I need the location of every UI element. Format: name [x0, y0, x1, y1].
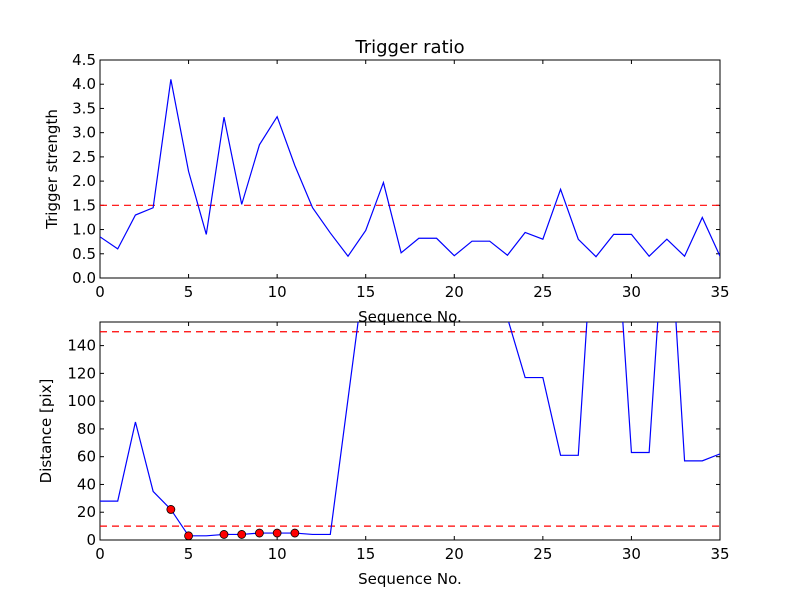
bottom-x-ticks: 0 5 10 15 20 25 30 35 [95, 322, 730, 563]
top-y-tick-label: 2.5 [72, 148, 96, 166]
bottom-x-tick-label: 10 [268, 545, 287, 563]
bottom-chart: 0 20 40 60 80 100 120 140 0 5 10 15 20 25 30 35 Sequen… [37, 321, 730, 588]
bottom-x-tick-label: 25 [533, 545, 552, 563]
top-x-tick-label: 30 [622, 283, 641, 301]
top-x-tick-label: 20 [445, 283, 464, 301]
bottom-y-tick-label: 40 [77, 475, 96, 493]
bottom-y-ticks: 0 20 40 60 80 100 120 140 [67, 337, 720, 549]
top-chart: Trigger ratio 0.0 0.5 1.0 1.5 2.0 2.5 3.0 3.5 4.… [43, 37, 730, 326]
bottom-x-tick-label: 20 [445, 545, 464, 563]
bottom-data-marker [184, 531, 193, 540]
bottom-x-tick-label: 15 [356, 545, 375, 563]
top-y-tick-label: 1.0 [72, 221, 96, 239]
bottom-x-tick-label: 5 [184, 545, 194, 563]
top-x-tick-label: 35 [710, 283, 729, 301]
bottom-data-marker [219, 530, 229, 539]
top-y-tick-label: 1.5 [72, 196, 96, 214]
top-y-tick-label: 3.0 [72, 124, 96, 142]
bottom-data-marker [255, 528, 264, 538]
bottom-x-tick-label: 0 [95, 545, 105, 563]
bottom-series-line [100, 322, 720, 537]
bottom-x-tick-label: 30 [622, 545, 641, 563]
top-y-ticks: 0.0 0.5 1.0 1.5 2.0 2.5 3.0 3.5 4.0 4.5 [72, 51, 720, 287]
bottom-y-axis-label: Distance [pix] [37, 379, 55, 484]
top-x-tick-label: 15 [356, 283, 375, 301]
top-y-tick-label: 4.5 [72, 51, 96, 69]
top-y-tick-label: 2.0 [72, 172, 96, 190]
top-x-tick-label: 10 [268, 283, 287, 301]
bottom-y-tick-label: 0 [86, 531, 96, 549]
bottom-data-marker [237, 530, 247, 539]
bottom-data-marker [290, 528, 300, 538]
top-chart-title: Trigger ratio [354, 37, 464, 58]
bottom-y-tick-label: 120 [67, 364, 96, 382]
bottom-y-tick-label: 20 [77, 503, 96, 521]
top-series-line [100, 79, 720, 258]
top-y-tick-label: 0.0 [72, 269, 96, 287]
top-x-ticks: 0 5 10 15 20 25 30 35 [95, 60, 730, 301]
top-y-tick-label: 4.0 [72, 75, 96, 93]
top-x-tick-label: 5 [184, 283, 194, 301]
bottom-x-axis-label: Sequence No. [358, 570, 462, 588]
bottom-y-tick-label: 60 [77, 448, 96, 466]
bottom-plot-content [100, 322, 720, 540]
top-x-tick-label: 0 [95, 283, 105, 301]
bottom-data-marker [272, 528, 282, 538]
bottom-y-tick-label: 100 [67, 392, 96, 410]
top-y-axis-label: Trigger strength [43, 109, 61, 230]
top-plot-content [100, 79, 720, 258]
top-plot-frame [99, 59, 721, 279]
bottom-y-tick-label: 80 [77, 420, 96, 438]
top-x-tick-label: 25 [533, 283, 552, 301]
bottom-y-tick-label: 140 [67, 337, 96, 355]
bottom-plot-frame [99, 321, 721, 541]
top-y-tick-label: 3.5 [72, 99, 96, 117]
bottom-data-marker [166, 505, 176, 514]
top-y-tick-label: 0.5 [72, 245, 96, 263]
top-x-axis-label: Sequence No. [358, 308, 462, 326]
bottom-x-tick-label: 35 [710, 545, 729, 563]
